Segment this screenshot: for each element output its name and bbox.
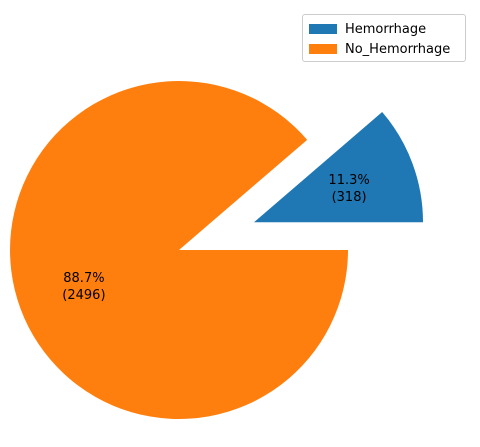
pie-slice-no-hemorrhage [10,81,349,420]
legend: Hemorrhage No_Hemorrhage [302,14,466,62]
legend-label-hemorrhage: Hemorrhage [345,21,427,37]
pie-slice-hemorrhage [254,112,424,223]
legend-item-hemorrhage: Hemorrhage [309,19,459,39]
slice-count-label-hemorrhage: (318) [332,190,367,205]
legend-item-no-hemorrhage: No_Hemorrhage [309,39,459,59]
legend-swatch-hemorrhage [309,24,337,34]
legend-swatch-no-hemorrhage [309,44,337,54]
slice-percent-label-hemorrhage: 11.3% [328,173,369,188]
slice-percent-label-no-hemorrhage: 88.7% [63,271,104,286]
slice-count-label-no-hemorrhage: (2496) [62,288,105,303]
legend-label-no-hemorrhage: No_Hemorrhage [345,41,451,57]
